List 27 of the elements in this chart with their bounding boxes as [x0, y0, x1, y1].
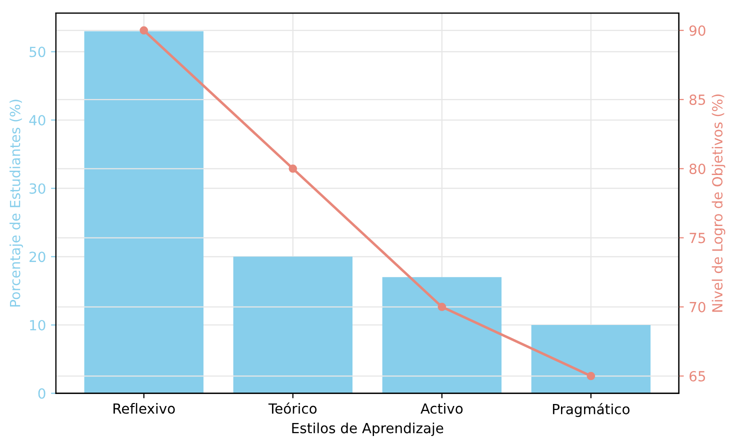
x-tick-label: Teórico [268, 402, 317, 414]
y-tick-label: 0 [38, 388, 46, 399]
y-tick-label: 40 [29, 114, 46, 126]
y2-tick-label: 85 [690, 94, 706, 105]
point [586, 372, 596, 380]
x-tick-label: Pragmático [552, 403, 630, 418]
y-tick-label: 50 [30, 46, 46, 58]
x-axis-title: Estilos de Aprendizaje [292, 422, 444, 436]
y-axis-title: Porcentaje de Estudiantes (%) [10, 100, 23, 306]
y2-tick-label: 80 [690, 164, 706, 174]
bar [84, 31, 204, 394]
point [438, 302, 446, 312]
y-tick-label: 10 [30, 320, 46, 330]
x-tick-label: Reflexivo [114, 403, 175, 414]
y2-tick-label: 90 [689, 25, 706, 36]
y2-tick-label: 75 [690, 232, 706, 244]
y2-tick-label: 70 [690, 302, 706, 312]
y-tick-label: 20 [30, 252, 46, 262]
y2-tick-label: 65 [690, 370, 706, 382]
bar [233, 256, 353, 394]
x-tick-label: Activo [420, 403, 463, 414]
y-tick-label: 30 [30, 183, 46, 194]
bar [382, 277, 502, 394]
bar [531, 324, 651, 394]
point [288, 164, 298, 173]
point [140, 26, 148, 35]
y2-axis-title: Nivel de Logro de Objetivos (%) [712, 94, 726, 312]
